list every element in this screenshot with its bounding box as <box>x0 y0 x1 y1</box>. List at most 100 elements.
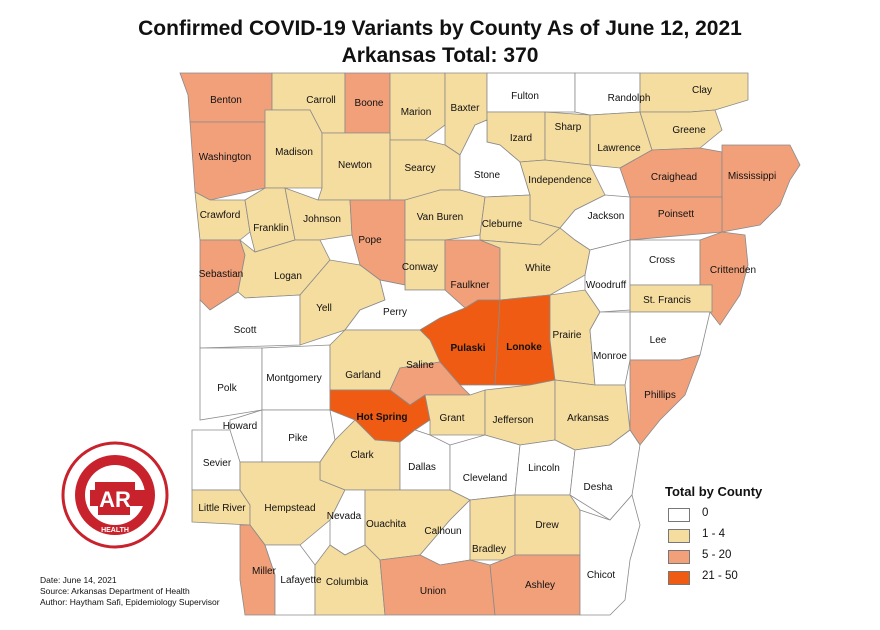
county-label-fulton: Fulton <box>511 91 539 102</box>
county-label-dallas: Dallas <box>408 462 436 473</box>
footer-date: Date: June 14, 2021 <box>40 575 117 585</box>
county-columbia <box>314 544 386 616</box>
legend-label-2: 5 - 20 <box>702 549 732 561</box>
county-label-arkansas: Arkansas <box>567 413 609 424</box>
county-label-lawrence: Lawrence <box>597 143 641 154</box>
county-label-woodruff: Woodruff <box>586 280 626 291</box>
county-label-little-river: Little River <box>198 503 246 514</box>
county-label-greene: Greene <box>672 125 706 136</box>
county-label-jackson: Jackson <box>588 211 625 222</box>
legend-swatch-3 <box>668 571 690 585</box>
county-label-conway: Conway <box>402 262 438 273</box>
county-cleveland <box>449 434 521 501</box>
county-label-cleburne: Cleburne <box>482 219 523 230</box>
logo-center-text: AR <box>99 487 131 512</box>
county-layer <box>179 72 801 616</box>
county-label-ashley: Ashley <box>525 580 555 591</box>
county-label-randolph: Randolph <box>608 93 651 104</box>
county-desha <box>569 429 641 521</box>
county-label-izard: Izard <box>510 133 532 144</box>
legend-swatch-0 <box>668 508 690 522</box>
county-label-scott: Scott <box>234 325 257 336</box>
county-label-newton: Newton <box>338 160 372 171</box>
county-label-clark: Clark <box>350 450 374 461</box>
county-label-saline: Saline <box>406 360 434 371</box>
county-label-layer: Benton Carroll Boone Marion Baxter Fulton Rand… <box>198 85 776 597</box>
map-title: Confirmed COVID-19 Variants by County As… <box>138 17 742 40</box>
county-label-craighead: Craighead <box>651 172 697 183</box>
county-label-benton: Benton <box>210 95 242 106</box>
county-label-garland: Garland <box>345 370 381 381</box>
county-label-desha: Desha <box>584 482 613 493</box>
county-union <box>379 554 496 616</box>
county-label-hot-spring: Hot Spring <box>356 412 407 423</box>
county-label-cleveland: Cleveland <box>463 473 507 484</box>
county-label-boone: Boone <box>355 98 384 109</box>
county-label-lee: Lee <box>650 335 667 346</box>
county-label-montgomery: Montgomery <box>266 373 322 384</box>
logo-bottom-text: HEALTH <box>101 527 129 534</box>
county-label-johnson: Johnson <box>303 214 341 225</box>
county-label-pike: Pike <box>288 433 308 444</box>
county-label-searcy: Searcy <box>404 163 435 174</box>
legend-label-0: 0 <box>702 507 709 519</box>
county-label-marion: Marion <box>401 107 432 118</box>
county-label-white: White <box>525 263 551 274</box>
county-mississippi <box>721 144 801 233</box>
county-label-madison: Madison <box>275 147 313 158</box>
county-st-francis <box>629 284 713 313</box>
county-label-carroll: Carroll <box>306 95 335 106</box>
county-washington <box>189 121 266 201</box>
county-label-pulaski: Pulaski <box>450 343 485 354</box>
county-label-van-buren: Van Buren <box>417 212 464 223</box>
county-label-perry: Perry <box>383 307 407 318</box>
county-label-howard: Howard <box>223 421 257 432</box>
county-label-lincoln: Lincoln <box>528 463 560 474</box>
county-label-drew: Drew <box>535 520 559 531</box>
county-label-cross: Cross <box>649 255 675 266</box>
county-label-calhoun: Calhoun <box>424 526 461 537</box>
map-subtitle: Arkansas Total: 370 <box>341 44 539 67</box>
county-label-independence: Independence <box>528 175 592 186</box>
county-label-crawford: Crawford <box>200 210 241 221</box>
county-marion <box>389 72 446 141</box>
footer-source: Source: Arkansas Department of Health <box>40 586 190 596</box>
county-label-grant: Grant <box>439 413 464 424</box>
county-label-nevada: Nevada <box>327 511 362 522</box>
county-label-polk: Polk <box>217 383 237 394</box>
county-label-logan: Logan <box>274 271 302 282</box>
county-dallas <box>399 429 451 491</box>
county-label-franklin: Franklin <box>253 223 289 234</box>
legend-label-1: 1 - 4 <box>702 528 726 540</box>
county-label-bradley: Bradley <box>472 544 506 555</box>
county-label-yell: Yell <box>316 303 332 314</box>
county-label-jefferson: Jefferson <box>493 415 534 426</box>
county-label-poinsett: Poinsett <box>658 209 694 220</box>
county-label-sebastian: Sebastian <box>199 269 243 280</box>
county-sharp <box>544 111 591 166</box>
county-label-st-francis: St. Francis <box>643 295 691 306</box>
county-lonoke <box>494 294 556 386</box>
county-label-pope: Pope <box>358 235 382 246</box>
county-jefferson <box>484 379 556 446</box>
county-label-union: Union <box>420 586 446 597</box>
county-label-columbia: Columbia <box>326 577 369 588</box>
county-label-chicot: Chicot <box>587 570 616 581</box>
legend-swatch-2 <box>668 550 690 564</box>
county-label-baxter: Baxter <box>451 103 481 114</box>
county-label-miller: Miller <box>252 566 277 577</box>
county-label-clay: Clay <box>692 85 712 96</box>
county-label-crittenden: Crittenden <box>710 265 756 276</box>
county-chicot <box>579 494 641 616</box>
legend-label-3: 21 - 50 <box>702 570 738 582</box>
county-label-ouachita: Ouachita <box>366 519 406 530</box>
county-label-prairie: Prairie <box>553 330 582 341</box>
county-label-phillips: Phillips <box>644 390 676 401</box>
county-label-stone: Stone <box>474 170 501 181</box>
county-label-sharp: Sharp <box>555 122 582 133</box>
county-label-hempstead: Hempstead <box>264 503 315 514</box>
county-lee <box>629 311 711 361</box>
county-label-lafayette: Lafayette <box>280 575 322 586</box>
county-label-lonoke: Lonoke <box>506 342 542 353</box>
